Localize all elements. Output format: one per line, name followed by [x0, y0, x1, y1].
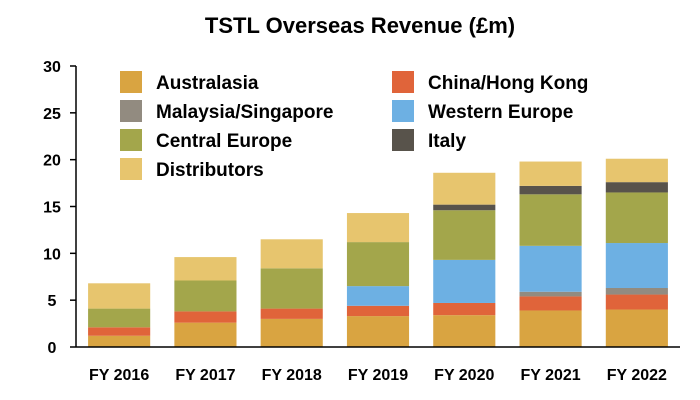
legend-swatch	[120, 158, 142, 180]
bar-segment	[606, 159, 668, 182]
bar-segment	[174, 323, 236, 347]
bars-layer	[88, 159, 668, 347]
bar-segment	[520, 194, 582, 246]
y-tick-label: 0	[48, 340, 57, 357]
legend-swatch	[120, 100, 142, 122]
bar-segment	[88, 327, 150, 335]
bar-segment	[606, 288, 668, 295]
bar-segment	[88, 336, 150, 347]
legend-swatch	[392, 71, 414, 93]
bar-segment	[261, 239, 323, 268]
bar-segment	[606, 243, 668, 288]
bar-segment	[520, 310, 582, 347]
bar-segment	[433, 260, 495, 303]
bar-segment	[520, 292, 582, 297]
x-category-label: FY 2021	[520, 367, 580, 384]
legend-label: Distributors	[156, 160, 264, 181]
x-category-label: FY 2022	[607, 367, 667, 384]
x-labels: FY 2016 FY 2017 FY 2018 FY 2019 FY 2020 FY 20…	[89, 367, 667, 384]
chart-title: TSTL Overseas Revenue (£m)	[205, 13, 515, 38]
y-tick-label: 25	[43, 106, 61, 123]
legend-item: Malaysia/Singapore	[120, 100, 333, 123]
bar-segment	[520, 186, 582, 194]
legend-label: China/Hong Kong	[428, 73, 588, 94]
y-ticks: 0 5 10 15 20 25 30	[43, 59, 76, 357]
legend-item: Distributors	[120, 158, 264, 181]
x-category-label: FY 2020	[434, 367, 494, 384]
bar-segment	[347, 286, 409, 306]
bar-segment	[433, 205, 495, 211]
legend-swatch	[120, 129, 142, 151]
legend: Australasia China/Hong Kong Malaysia/Singa…	[120, 71, 588, 181]
bar-stack	[433, 173, 495, 347]
bar-segment	[347, 242, 409, 286]
chart: TSTL Overseas Revenue (£m) 051015202530 …	[0, 0, 700, 400]
legend-label: Malaysia/Singapore	[156, 102, 333, 123]
legend-swatch	[120, 71, 142, 93]
legend-item: Western Europe	[392, 100, 573, 123]
bar-segment	[347, 316, 409, 347]
y-tick-label: 5	[48, 293, 57, 310]
bar-segment	[606, 182, 668, 192]
bar-segment	[433, 210, 495, 260]
bar-stack	[347, 213, 409, 347]
bar-segment	[261, 268, 323, 308]
x-category-label: FY 2016	[89, 367, 149, 384]
bar-segment	[433, 173, 495, 205]
legend-swatch	[392, 129, 414, 151]
legend-label: Central Europe	[156, 131, 292, 152]
bar-segment	[261, 309, 323, 319]
y-tick-label: 15	[43, 200, 61, 217]
x-category-label: FY 2019	[348, 367, 408, 384]
legend-label: Western Europe	[428, 102, 573, 123]
y-tick-label: 10	[43, 246, 61, 263]
bar-segment	[174, 280, 236, 311]
bar-segment	[347, 213, 409, 242]
bar-segment	[606, 310, 668, 347]
y-tick-label: 30	[43, 59, 61, 76]
legend-label: Australasia	[156, 73, 259, 94]
legend-label: Italy	[428, 131, 466, 152]
bar-stack	[261, 239, 323, 347]
bar-segment	[174, 257, 236, 280]
bar-segment	[433, 303, 495, 315]
bar-segment	[88, 309, 150, 328]
bar-stack	[606, 159, 668, 347]
bar-segment	[606, 192, 668, 243]
bar-stack	[520, 162, 582, 347]
legend-item: Australasia	[120, 71, 259, 94]
legend-item: China/Hong Kong	[392, 71, 588, 94]
bar-segment	[520, 296, 582, 310]
legend-item: Italy	[392, 129, 466, 152]
x-category-label: FY 2018	[262, 367, 322, 384]
bar-segment	[606, 295, 668, 310]
bar-segment	[520, 162, 582, 186]
legend-item: Central Europe	[120, 129, 292, 152]
bar-segment	[347, 306, 409, 316]
bar-segment	[261, 319, 323, 347]
y-tick-label: 20	[43, 153, 61, 170]
bar-segment	[433, 315, 495, 347]
legend-swatch	[392, 100, 414, 122]
bar-segment	[520, 246, 582, 292]
x-category-label: FY 2017	[175, 367, 235, 384]
bar-segment	[174, 311, 236, 322]
bar-segment	[88, 283, 150, 308]
bar-stack	[88, 283, 150, 347]
bar-stack	[174, 257, 236, 347]
